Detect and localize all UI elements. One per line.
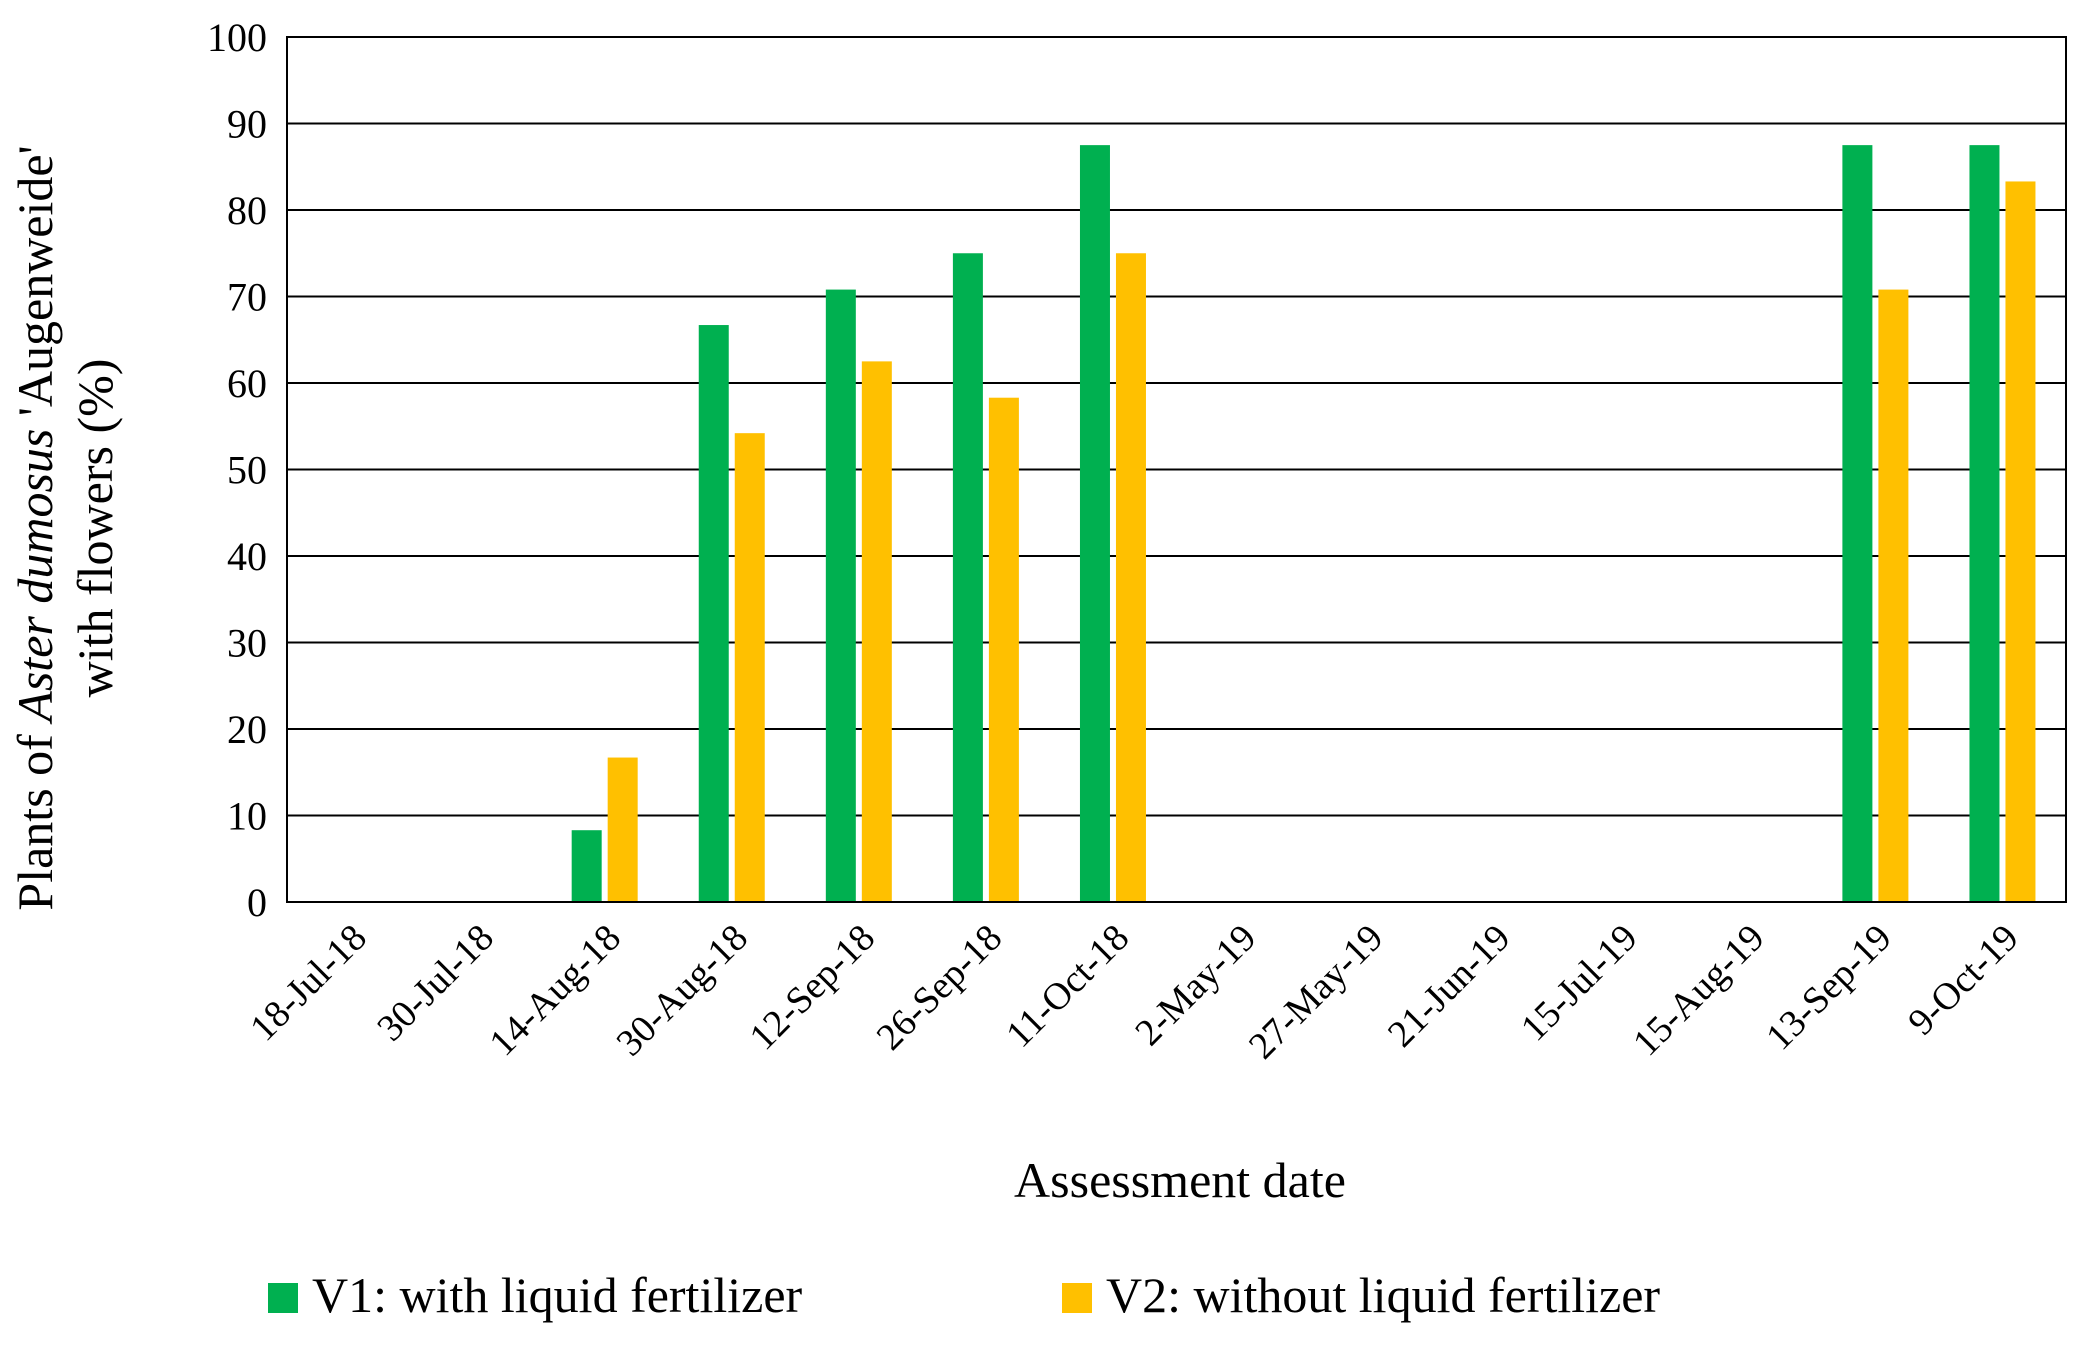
legend-swatch-v1 xyxy=(268,1283,298,1313)
y-axis-title-part1: Plants of xyxy=(7,722,63,911)
bar-v1-11-Oct-18 xyxy=(1079,145,1110,902)
x-tick-label: 18-Jul-18 xyxy=(242,917,375,1050)
plot-area-frame xyxy=(286,36,2067,903)
bar-v2-11-Oct-18 xyxy=(1115,253,1146,902)
y-tick-label: 50 xyxy=(227,448,267,493)
bars xyxy=(571,145,2036,903)
svg-text:Plants of Aster dumosus 'Augen: Plants of Aster dumosus 'Augenweide' xyxy=(7,145,63,910)
bar-v1-12-Sep-18 xyxy=(825,289,856,903)
x-tick-label: 14-Aug-18 xyxy=(481,917,629,1065)
x-axis-title: Assessment date xyxy=(1014,1152,1346,1208)
legend-swatch-v2 xyxy=(1062,1283,1092,1313)
y-tick-label: 10 xyxy=(227,794,267,839)
x-tick-label: 26-Sep-18 xyxy=(869,917,1011,1059)
x-tick-label: 21-Jun-19 xyxy=(1380,917,1519,1056)
x-tick-label: 27-May-19 xyxy=(1241,917,1392,1068)
y-axis-title: Plants of Aster dumosus 'Augenweide' wit… xyxy=(7,145,123,910)
y-axis-title-part3: 'Augenweide' xyxy=(7,145,63,428)
x-tick-label: 15-Aug-19 xyxy=(1625,917,1773,1065)
bar-v2-12-Sep-18 xyxy=(861,361,892,902)
legend-label-v1: V1: with liquid fertilizer xyxy=(312,1267,803,1323)
y-tick-labels: 0 10 20 30 40 50 60 70 80 90 100 xyxy=(207,15,267,925)
x-tick-label: 12-Sep-18 xyxy=(742,917,884,1059)
y-tick-label: 100 xyxy=(207,15,267,60)
y-axis-title-line2: with flowers (%) xyxy=(67,359,123,698)
gridlines xyxy=(287,122,2066,817)
bar-v2-14-Aug-18 xyxy=(607,757,638,902)
y-tick-label: 0 xyxy=(247,880,267,925)
bar-v1-30-Aug-18 xyxy=(698,325,729,902)
x-tick-label: 15-Jul-19 xyxy=(1513,917,1646,1050)
bar-v2-30-Aug-18 xyxy=(734,433,765,902)
y-tick-label: 80 xyxy=(227,188,267,233)
x-tick-label: 30-Jul-18 xyxy=(369,917,502,1050)
y-tick-label: 30 xyxy=(227,621,267,666)
x-tick-label: 9-Oct-19 xyxy=(1900,917,2027,1044)
y-axis-title-species: Aster dumosus xyxy=(7,429,63,725)
bar-v1-9-Oct-19 xyxy=(1969,145,2000,902)
legend-label-v2: V2: without liquid fertilizer xyxy=(1106,1267,1660,1323)
bar-v1-13-Sep-19 xyxy=(1842,145,1873,902)
x-tick-labels: 18-Jul-1830-Jul-1814-Aug-1830-Aug-1812-S… xyxy=(242,917,2027,1068)
bar-v1-26-Sep-18 xyxy=(952,253,983,902)
y-tick-label: 70 xyxy=(227,275,267,320)
x-tick-label: 11-Oct-18 xyxy=(998,917,1137,1056)
bar-v2-13-Sep-19 xyxy=(1878,289,1909,903)
legend: V1: with liquid fertilizer V2: without l… xyxy=(268,1267,1660,1323)
x-tick-label: 30-Aug-18 xyxy=(608,917,756,1065)
y-tick-label: 90 xyxy=(227,102,267,147)
y-tick-label: 60 xyxy=(227,361,267,406)
y-tick-label: 20 xyxy=(227,707,267,752)
y-tick-label: 40 xyxy=(227,534,267,579)
bar-v2-26-Sep-18 xyxy=(988,397,1019,902)
x-tick-label: 13-Sep-19 xyxy=(1758,917,1900,1059)
bar-v1-14-Aug-18 xyxy=(571,830,602,902)
bar-v2-9-Oct-19 xyxy=(2005,181,2036,902)
